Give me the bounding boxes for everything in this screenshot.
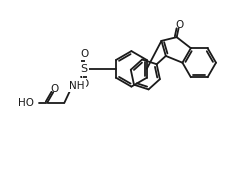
Text: NH: NH	[69, 81, 84, 91]
Text: O: O	[50, 84, 59, 94]
Text: S: S	[81, 64, 88, 74]
Text: O: O	[80, 79, 88, 89]
Text: HO: HO	[18, 98, 34, 108]
Text: O: O	[80, 49, 88, 58]
Text: O: O	[175, 20, 183, 30]
